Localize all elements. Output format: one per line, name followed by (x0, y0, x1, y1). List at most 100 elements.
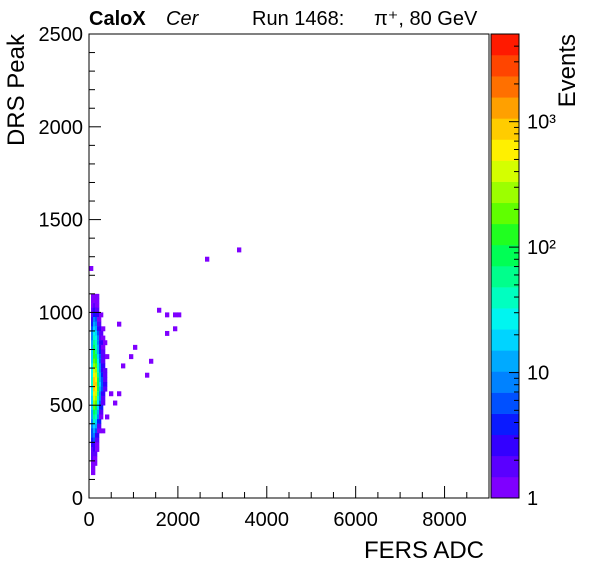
heatmap-bin (99, 340, 104, 346)
heatmap-bin (95, 437, 100, 443)
heatmap-bin (101, 363, 106, 369)
heatmap-bin (103, 386, 108, 392)
heatmap-bin (157, 307, 162, 313)
heatmap-bin (165, 330, 170, 336)
palette-segment (491, 76, 519, 98)
heatmap-bin (97, 428, 102, 434)
heatmap-bin (117, 391, 122, 397)
heatmap-bin (101, 395, 106, 401)
y-tick-label: 1500 (39, 210, 84, 232)
heatmap-bin (103, 377, 108, 383)
heatmap-bin (133, 344, 138, 350)
heatmap-bin (101, 354, 106, 360)
y-tick-label: 500 (50, 395, 83, 417)
heatmap-bin (95, 446, 100, 452)
beam-label: π⁺, 80 GeV (374, 8, 478, 30)
heatmap-bin (97, 326, 102, 332)
y-tick-label: 1000 (39, 302, 84, 324)
z-tick-label: 10 (527, 363, 549, 385)
palette-segment (491, 476, 519, 499)
x-tick-label: 4000 (245, 509, 290, 531)
heatmap-bin (91, 470, 96, 476)
palette-segment (491, 350, 519, 372)
heatmap-bin (95, 293, 100, 299)
heatmap-bin (121, 363, 126, 369)
heatmap-bin (89, 266, 94, 271)
heatmap-bin (101, 358, 106, 364)
heatmap-bin (103, 368, 108, 374)
heatmap-bin (101, 344, 106, 350)
palette-segment (491, 244, 519, 267)
heatmap-bin (129, 354, 134, 360)
heatmap-bin (99, 330, 104, 336)
palette-segment (491, 34, 519, 56)
heatmap-bin (173, 312, 178, 318)
run-label: Run 1468: (252, 8, 344, 30)
x-axis-title: FERS ADC (364, 537, 484, 564)
heatmap-bin (93, 460, 98, 466)
palette-frame (490, 33, 520, 499)
heatmap-bin (117, 321, 122, 327)
experiment-label: CaloX (89, 8, 146, 30)
heatmap-bin (97, 321, 102, 327)
heatmap-bin (99, 414, 104, 420)
palette-segment (491, 181, 519, 204)
heatmap-bin (99, 312, 104, 318)
heatmap-bin (237, 247, 242, 253)
y-axis-ticks: 0 500 1000 1500 2000 2500 (39, 24, 101, 510)
heatmap-bin (113, 400, 118, 406)
z-tick-label: 10³ (527, 112, 556, 134)
heatmap-bin (95, 433, 100, 438)
heatmap-bin (91, 293, 96, 299)
x-tick-label: 8000 (422, 509, 467, 531)
palette-segment (491, 139, 519, 161)
y-tick-label: 2500 (39, 24, 84, 46)
palette-segment (491, 118, 519, 140)
heatmap-bin (101, 391, 106, 397)
y-axis-title: DRS Peak (3, 33, 30, 146)
heatmap-bin (173, 326, 178, 332)
channel-label: Cer (166, 8, 200, 30)
heatmap-bin (101, 428, 106, 434)
palette-segment (491, 329, 519, 351)
color-palette (491, 34, 519, 499)
heatmap-bin (145, 372, 150, 378)
heatmap-bin (101, 349, 106, 355)
x-tick-label: 0 (83, 509, 94, 531)
palette-segment (491, 202, 519, 225)
palette-segment (491, 97, 519, 119)
heatmap-bin (177, 312, 182, 318)
heatmap-bin (105, 414, 110, 420)
heatmap-bin (205, 256, 210, 262)
heatmap-bin (101, 326, 106, 332)
heatmap-bin (99, 409, 104, 415)
heatmap-bin (101, 335, 106, 341)
z-axis-ticks: 1 10 10² 10³ (509, 33, 556, 510)
palette-segment (491, 413, 519, 436)
y-tick-label: 0 (72, 488, 83, 510)
heatmap-bin (103, 372, 108, 378)
heatmap-bin (95, 298, 100, 304)
palette-segment (491, 392, 519, 414)
heatmap-bin (93, 456, 98, 462)
heatmap-bin (101, 400, 106, 406)
palette-segment (491, 223, 519, 246)
palette-segment (491, 266, 519, 288)
heatmap-bin (149, 358, 154, 364)
heatmap-bin (99, 405, 104, 411)
heatmap-bin (165, 312, 170, 318)
z-tick-label: 1 (527, 488, 538, 510)
y-tick-label: 2000 (39, 117, 84, 139)
palette-segment (491, 434, 519, 457)
heatmap-bin (97, 419, 102, 425)
palette-segment (491, 55, 519, 77)
heatmap-bin (95, 442, 100, 448)
x-tick-label: 2000 (156, 509, 201, 531)
palette-segment (491, 160, 519, 182)
heatmap-bin (103, 382, 108, 387)
z-tick-label: 10² (527, 237, 556, 259)
z-axis-title: Events (554, 34, 581, 107)
heatmap-bin (93, 451, 98, 457)
heatmap-bin (97, 317, 102, 322)
